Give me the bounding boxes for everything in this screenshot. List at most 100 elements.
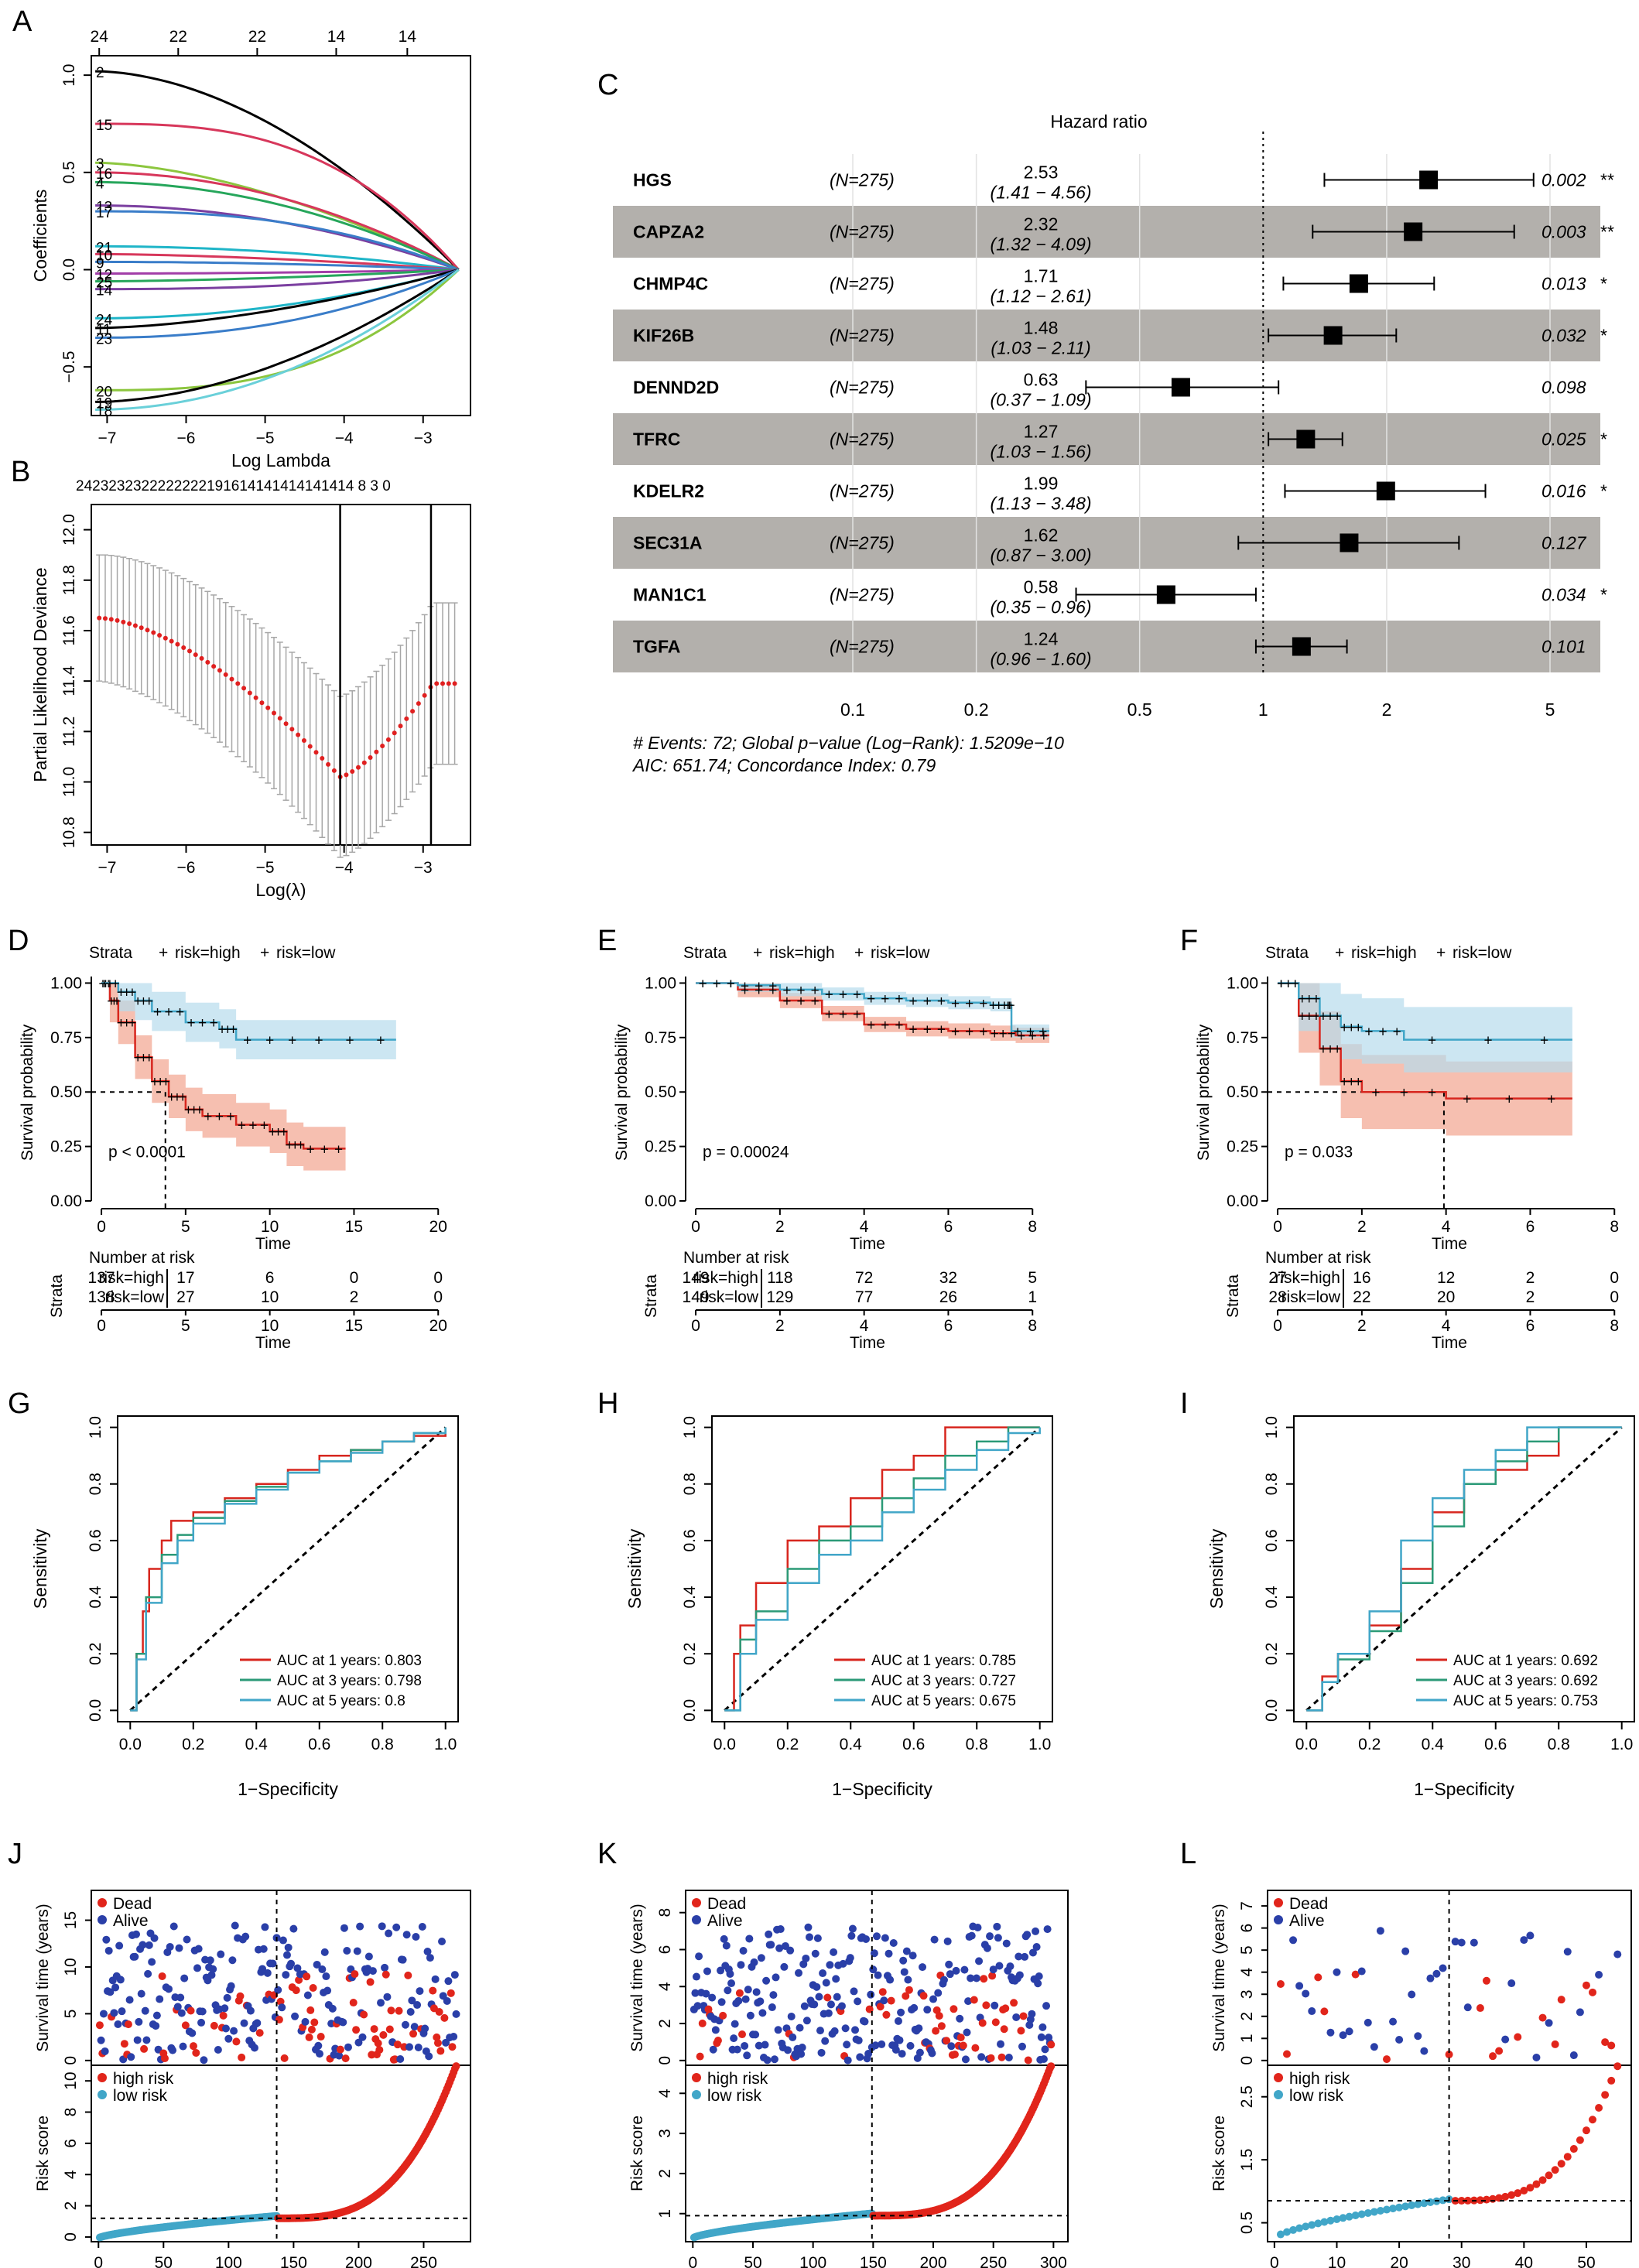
risk-point	[1495, 2194, 1504, 2202]
survival-point	[287, 1959, 296, 1968]
survival-point	[200, 2056, 208, 2064]
survival-point	[1357, 1967, 1366, 1976]
censor-mark: +	[991, 1026, 999, 1042]
hr-value: 1.62	[1024, 525, 1059, 546]
survival-point	[156, 1995, 164, 2003]
survival-point	[322, 1972, 330, 1981]
coef-path	[95, 269, 460, 403]
legend-low-risk: low risk	[707, 2087, 762, 2105]
censor-mark: +	[1017, 1028, 1025, 1045]
survival-point	[230, 2027, 238, 2035]
survival-point	[1333, 1968, 1341, 1976]
censor-mark: +	[923, 994, 932, 1010]
survival-point	[303, 1991, 312, 1999]
survival-point	[904, 1976, 912, 1984]
risk-point	[1607, 2076, 1616, 2085]
x-tick-label: 0.1	[840, 700, 865, 720]
n-label: (N=275)	[830, 585, 895, 605]
censor-mark: +	[1305, 1009, 1313, 1025]
censor-mark: +	[979, 996, 987, 1012]
censor-mark: +	[204, 1109, 212, 1125]
censor-mark: +	[167, 1090, 176, 1106]
survival-point	[381, 1963, 389, 1972]
survival-point	[280, 2054, 289, 2062]
survival-point	[1282, 2050, 1291, 2058]
deviance-point	[380, 744, 385, 749]
legend-high-label: risk=high	[769, 944, 835, 962]
y-tick-label: 15	[62, 1911, 80, 1929]
panel-letter-B: B	[11, 456, 30, 488]
survival-point	[978, 2019, 987, 2027]
censor-mark: +	[811, 994, 820, 1010]
survival-curve	[1278, 982, 1572, 1100]
survival-point	[754, 2041, 763, 2050]
survival-point	[416, 1987, 424, 1996]
survival-point	[1514, 2033, 1522, 2041]
censor-mark: +	[243, 1033, 251, 1049]
survival-point	[204, 1976, 212, 1985]
survival-point	[231, 1921, 239, 1930]
p-value: 0.013	[1541, 274, 1586, 294]
survival-point	[878, 1988, 887, 1996]
x-tick-label: 0.4	[1422, 1736, 1445, 1753]
y-axis-label: Coefficients	[30, 190, 50, 282]
coef-path-label: 2	[96, 65, 104, 81]
survival-point	[895, 2036, 904, 2044]
y-tick-label: 0.50	[1227, 1083, 1258, 1101]
risk-point	[1339, 2214, 1347, 2222]
survival-point	[956, 2034, 965, 2042]
survival-point	[1032, 1927, 1040, 1935]
censor-mark: +	[825, 1007, 833, 1023]
risk-low-count: 2	[1526, 1288, 1535, 1306]
survival-point	[963, 2028, 971, 2037]
survival-point	[1021, 1952, 1029, 1961]
coef-path	[95, 252, 459, 271]
survival-point	[811, 1949, 820, 1958]
x-tick-label: 0	[1270, 2254, 1279, 2268]
y-tick-label: 5	[62, 2010, 80, 2019]
censor-mark: +	[285, 1137, 293, 1154]
survival-point	[900, 1968, 908, 1976]
survival-point	[356, 1922, 364, 1931]
survival-point	[991, 2001, 999, 2010]
censor-mark: +	[825, 987, 833, 1004]
censor-mark: +	[139, 1050, 148, 1066]
survival-point	[945, 1960, 953, 1969]
survival-point	[752, 1988, 761, 1996]
survival-point	[385, 1929, 393, 1938]
x-tick-label: 8	[1028, 1218, 1037, 1236]
survival-point	[1043, 1925, 1052, 1934]
censor-mark: +	[768, 983, 777, 999]
risk-point	[1370, 2208, 1378, 2216]
x-tick-label: 0	[97, 1218, 106, 1236]
survival-point	[1032, 1943, 1041, 1952]
gene-name: KDELR2	[633, 481, 704, 501]
x-tick-label: 0.5	[1127, 700, 1152, 720]
deviance-point	[223, 672, 228, 677]
censor-mark: +	[156, 1074, 165, 1090]
survival-point	[452, 2010, 460, 2018]
survival-point	[929, 1995, 938, 2003]
survival-point	[125, 1996, 134, 2004]
coef-path-label: 21	[96, 240, 112, 256]
deviance-point	[102, 616, 108, 621]
risk-high-count: 17	[176, 1269, 194, 1287]
survival-point	[1482, 1976, 1490, 1985]
y-axis-label-top: Survival time (years)	[34, 1904, 52, 2051]
survival-point	[1389, 2017, 1398, 2026]
survival-point	[114, 2020, 122, 2029]
survival-point	[795, 1969, 803, 1977]
censor-mark: +	[1333, 1009, 1342, 1025]
deviance-point	[434, 681, 440, 686]
survival-point	[440, 2013, 449, 2022]
survival-point	[133, 2036, 142, 2044]
survival-point	[408, 1996, 416, 2005]
risk-high-count: 32	[939, 1269, 957, 1287]
legend-auc: AUC at 1 years: 0.785	[871, 1653, 1016, 1669]
survival-point	[964, 1997, 973, 2006]
survival-point	[309, 1984, 317, 1993]
bottom-frame	[1267, 2064, 1632, 2242]
deviance-point	[205, 659, 210, 665]
risk-x-tick-label: 6	[1526, 1317, 1535, 1335]
survival-point	[994, 1934, 1002, 1942]
